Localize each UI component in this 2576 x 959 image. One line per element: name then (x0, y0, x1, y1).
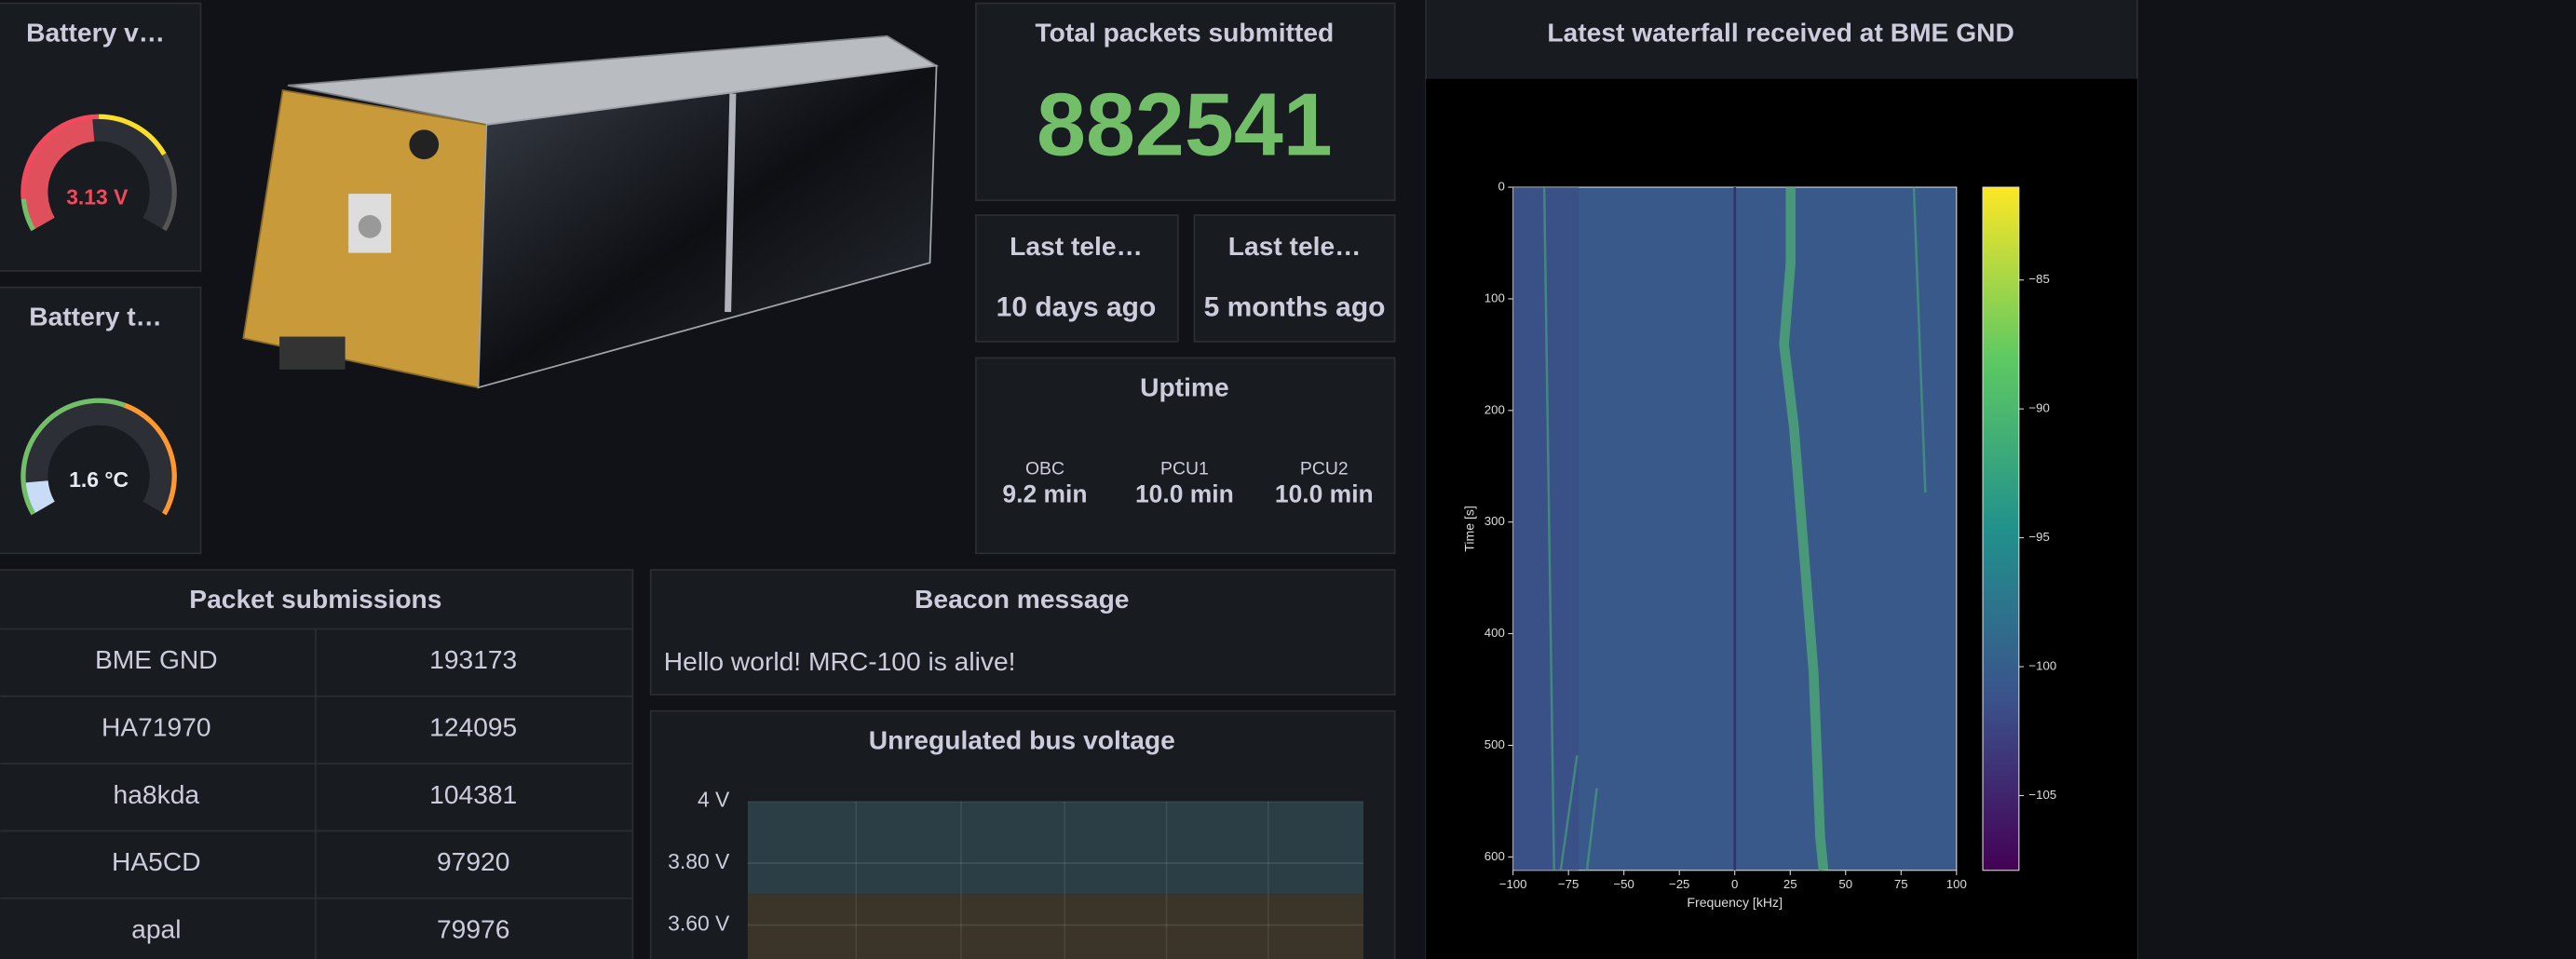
beacon-text: Hello world! MRC-100 is alive! (664, 646, 1016, 676)
y-tick-label: 600 (1485, 849, 1505, 863)
gauge-threshold (20, 398, 126, 516)
x-tick-label: −25 (1669, 877, 1689, 891)
panel (975, 214, 1179, 343)
table-cell: 193173 (429, 644, 517, 674)
colorbar-tick-label: −105 (2028, 788, 2056, 802)
x-tick-label: −100 (1499, 877, 1527, 891)
y-tick-label: 0 (1498, 180, 1504, 194)
gauge-threshold (123, 402, 177, 516)
gauge-value: 3.13 V (66, 184, 129, 209)
uptime-label: OBC (1025, 459, 1064, 480)
panel (975, 2, 1396, 202)
stat-value: 882541 (1037, 75, 1333, 174)
axis-label: Time [s] (1461, 506, 1476, 552)
x-tick-label: 50 (1838, 877, 1852, 891)
x-tick-label: −50 (1613, 877, 1634, 891)
y-tick-label: 500 (1485, 737, 1505, 751)
panel-title: Battery t… (29, 302, 162, 331)
table-cell: 79976 (437, 913, 509, 943)
gauge (24, 402, 173, 514)
table-cell: BME GND (95, 644, 218, 674)
uptime-label: PCU1 (1160, 459, 1209, 480)
table-cell: 97920 (437, 846, 509, 876)
y-tick-label: 300 (1485, 514, 1505, 528)
colorbar-tick-label: −95 (2028, 530, 2049, 544)
x-tick-label: −75 (1558, 877, 1579, 891)
gauge-threshold (162, 153, 177, 232)
y-tick-label: 3.60 V (668, 912, 730, 936)
uptime-label: PCU2 (1300, 459, 1349, 480)
satellite-image (242, 34, 940, 389)
panel-title: Total packets submitted (1036, 17, 1335, 47)
stat-value: 5 months ago (1204, 291, 1386, 322)
threshold-band (747, 894, 1364, 959)
panel-title: Battery v… (26, 17, 165, 47)
colorbar-tick-label: −85 (2028, 272, 2049, 286)
panel (1193, 214, 1396, 343)
table-cell: HA5CD (112, 846, 201, 876)
x-tick-label: 75 (1894, 877, 1908, 891)
gauge-track (24, 402, 173, 514)
panel-title: Packet submissions (189, 584, 441, 614)
table-cell: apal (131, 913, 181, 943)
uptime-value: 10.0 min (1275, 480, 1374, 508)
gauge-threshold (20, 114, 100, 199)
panel-title: Unregulated bus voltage (869, 725, 1175, 755)
panel-title: Uptime (1140, 371, 1229, 401)
stat-value: 10 days ago (997, 291, 1157, 322)
y-tick-label: 3.80 V (668, 849, 730, 873)
y-tick-label: 400 (1485, 626, 1505, 640)
gauge-fill (25, 480, 55, 514)
y-tick-label: 4 V (698, 788, 730, 812)
uptime-value: 10.0 min (1135, 480, 1234, 508)
plot-area (747, 801, 1364, 959)
waterfall-plot (1512, 186, 2020, 871)
panel (975, 357, 1396, 555)
uptime-value: 9.2 min (1002, 480, 1087, 508)
y-tick-label: 100 (1485, 290, 1505, 304)
colorbar-tick-label: −90 (2028, 401, 2049, 415)
table-cell: HA71970 (102, 712, 211, 742)
gauge-threshold (20, 198, 36, 232)
table-cell: 104381 (429, 779, 517, 809)
panel-title: Beacon message (915, 584, 1129, 614)
x-tick-label: 100 (1946, 877, 1967, 891)
gauge (24, 118, 173, 230)
axis-label: Frequency [kHz] (1687, 895, 1783, 910)
gauge-threshold (99, 114, 167, 156)
gauge-fill (24, 118, 95, 230)
y-tick-label: 200 (1485, 402, 1505, 416)
table-cell: ha8kda (114, 779, 200, 809)
threshold-band (747, 801, 1364, 895)
table-cell: 124095 (429, 712, 517, 742)
x-tick-label: 0 (1731, 877, 1738, 891)
x-tick-label: 25 (1783, 877, 1797, 891)
panel (649, 569, 1396, 696)
panel-title: Latest waterfall received at BME GND (1547, 17, 2014, 47)
panel-title: Last tele… (1010, 231, 1143, 261)
colorbar-tick-label: −100 (2028, 659, 2056, 673)
panel-title: Last tele… (1228, 231, 1362, 261)
gauge-value: 1.6 °C (69, 467, 129, 492)
